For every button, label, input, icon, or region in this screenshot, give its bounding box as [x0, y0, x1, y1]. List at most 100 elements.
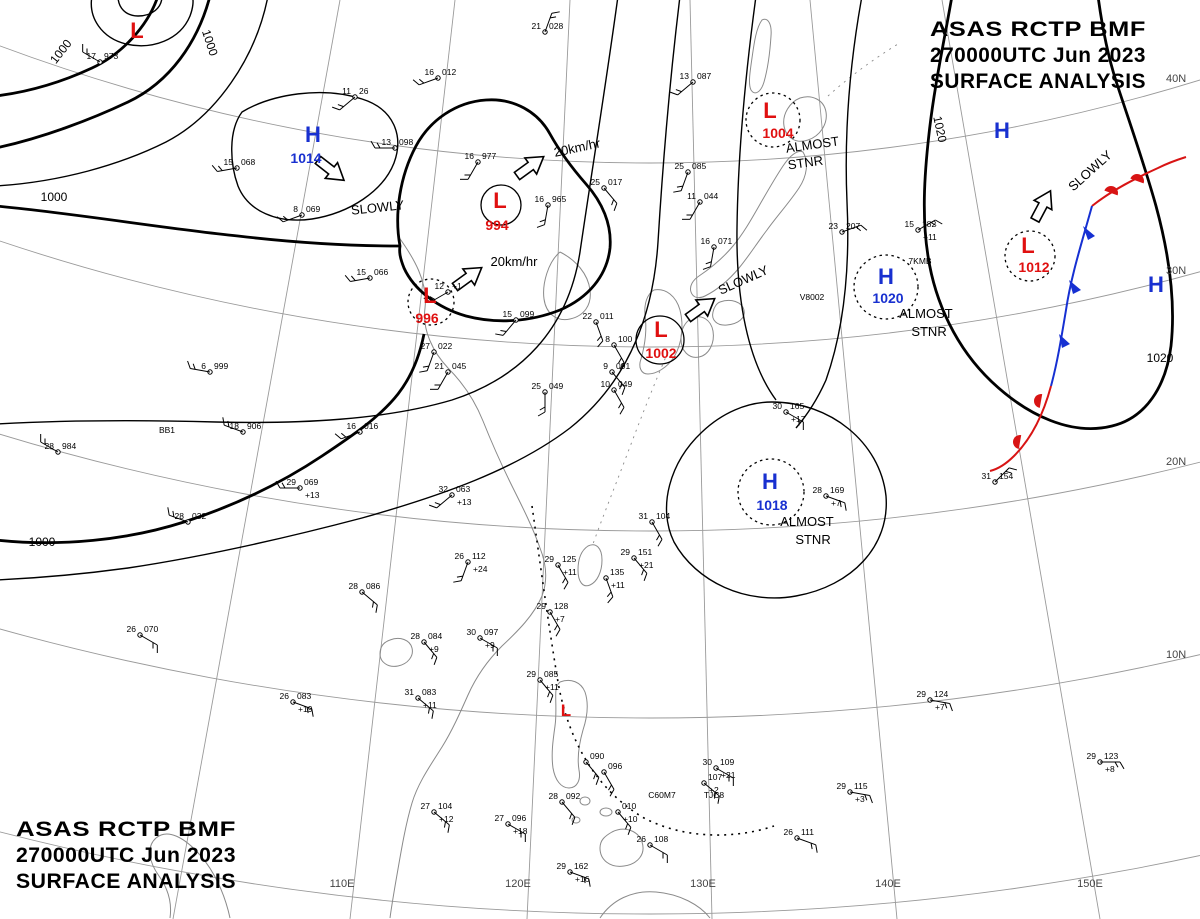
- wind-barb: [680, 171, 689, 191]
- wind-barb: [785, 411, 804, 423]
- station-pressure: 107: [708, 772, 722, 782]
- coastline-kuril-arc: [827, 43, 899, 97]
- station-temp: 13: [382, 137, 392, 147]
- station-pressure: 049: [618, 379, 632, 389]
- station-pressure: 070: [144, 624, 158, 634]
- station-plot: 31 104: [639, 511, 670, 547]
- station-plot: 25 017: [591, 177, 622, 212]
- station-temp: 16: [465, 151, 475, 161]
- station-plot: 30 165 +17: [773, 401, 806, 430]
- station-pressure: 115: [854, 781, 868, 791]
- station-plot: 26 111: [784, 827, 818, 853]
- station-pressure: 125: [562, 554, 576, 564]
- coastline-hainan: [379, 637, 413, 667]
- station-plot: 15 066: [344, 267, 388, 282]
- meridian-110e: [349, 0, 456, 919]
- station-pressure: 084: [428, 631, 442, 641]
- station-temp: 15: [357, 267, 367, 277]
- meridian-150e: [941, 0, 1101, 919]
- title-block-top-right: ASAS RCTP BMF 270000UTC Jun 2023 SURFACE…: [930, 18, 1146, 93]
- annotation-label: SLOWLY: [350, 197, 405, 218]
- station-plot: 31 154: [982, 467, 1017, 485]
- isobar-around-h1014: [231, 91, 399, 221]
- isobar-value-label: 1000: [41, 190, 68, 204]
- station-temp: 21: [435, 361, 445, 371]
- station-tendency: +7: [935, 702, 945, 712]
- center-value: 1018: [756, 497, 787, 513]
- center-letter: L: [561, 701, 571, 720]
- station-pressure: 083: [297, 691, 311, 701]
- station-plot: 8 100: [605, 334, 632, 370]
- warm-front-marker: [1034, 394, 1043, 408]
- coastline-visayas-2: [599, 807, 613, 817]
- station-pressure: 086: [366, 581, 380, 591]
- station-plot: 27 022: [419, 341, 452, 373]
- station-pressure: 999: [214, 361, 228, 371]
- wind-barb: [710, 246, 715, 267]
- pressure-center-l: L: [130, 18, 143, 43]
- wind-barb: [436, 494, 453, 509]
- wind-barb: [677, 81, 694, 96]
- annotation-label: ALMOST: [780, 514, 834, 529]
- annotation-label: ALMOST: [785, 133, 840, 155]
- lon-label-130e: 130E: [690, 878, 716, 890]
- center-ring: [407, 278, 455, 326]
- station-temp: 30: [773, 401, 783, 411]
- station-pressure: 128: [554, 601, 568, 611]
- wind-barb: [417, 697, 434, 712]
- coastline-malay: [149, 833, 231, 919]
- center-ring: [1004, 230, 1056, 282]
- meridian-120e: [526, 0, 571, 919]
- station-pressure: 973: [104, 51, 118, 61]
- coastline-borneo: [599, 891, 711, 919]
- station-plot: 25 049: [532, 381, 563, 417]
- station-pressure: 017: [608, 177, 622, 187]
- wind-barb: [549, 611, 561, 630]
- pressure-center-l1002: L 1002: [635, 315, 685, 365]
- station-pressure: 169: [830, 485, 844, 495]
- station-pressure: 066: [374, 267, 388, 277]
- station-plot: 26 108: [637, 834, 668, 863]
- wind-barb: [339, 96, 356, 111]
- station-temp: 26: [280, 691, 290, 701]
- annotation-label: ALMOST: [899, 306, 953, 321]
- station-pressure: 085: [544, 669, 558, 679]
- station-pressure: 984: [62, 441, 76, 451]
- coastlines: [149, 18, 899, 919]
- station-plot: 29 124 +7: [917, 689, 953, 712]
- station-temp: 29: [837, 781, 847, 791]
- station-temp: 15: [503, 309, 513, 319]
- pressure-center-h1014: H 1014: [290, 122, 321, 166]
- station-plot: 27 104 +12: [421, 801, 454, 833]
- wind-barb: [217, 167, 238, 172]
- isobar-h1018-loop: [665, 401, 887, 599]
- wind-barb: [437, 371, 449, 390]
- wind-barb: [507, 823, 526, 835]
- station-tendency: +18: [513, 826, 528, 836]
- station-pressure: 182: [922, 219, 936, 229]
- station-plot: 25 085: [673, 161, 706, 193]
- center-value: 1014: [290, 150, 321, 166]
- wind-barb: [467, 161, 479, 180]
- station-temp: 18: [230, 421, 240, 431]
- station-temp: 16: [425, 67, 435, 77]
- title-line1: ASAS RCTP BMF: [16, 818, 236, 841]
- station-tendency: +13: [457, 497, 472, 507]
- station-temp: 26: [784, 827, 794, 837]
- wind-barb: [292, 701, 312, 710]
- station-tendency: +21: [639, 560, 654, 570]
- station-temp: 11: [687, 191, 696, 201]
- center-value: 1004: [762, 125, 793, 141]
- wind-barb: [603, 771, 615, 790]
- station-temp: 16: [701, 236, 711, 246]
- station-temp: 16: [347, 421, 357, 431]
- station-temp: 15: [224, 157, 234, 167]
- isobar-long-1: [0, 0, 619, 425]
- station-tendency: +3: [855, 794, 865, 804]
- station-plot: 29 125 +11: [545, 554, 577, 590]
- isobar-1020-loop: [922, 0, 1174, 430]
- movement-arrow: [314, 155, 346, 182]
- station-plot: 096: [601, 761, 622, 797]
